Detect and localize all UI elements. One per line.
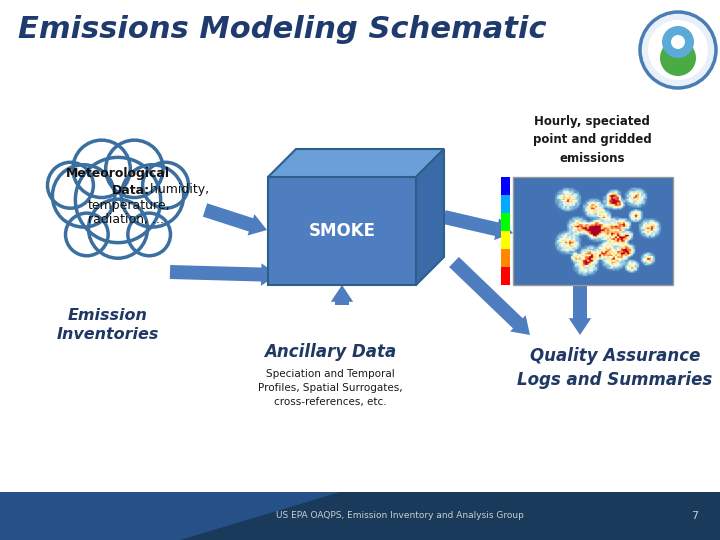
Polygon shape xyxy=(449,257,530,335)
Polygon shape xyxy=(203,204,267,235)
Circle shape xyxy=(76,157,161,242)
Bar xyxy=(501,267,510,285)
Bar xyxy=(501,213,510,231)
Text: temperature,: temperature, xyxy=(88,199,171,212)
Circle shape xyxy=(106,140,163,198)
Bar xyxy=(513,177,673,285)
Bar xyxy=(501,249,510,267)
Polygon shape xyxy=(0,492,720,540)
Text: Meteorological: Meteorological xyxy=(66,167,170,180)
Circle shape xyxy=(640,12,716,88)
Circle shape xyxy=(662,26,694,58)
Text: Emission
Inventories: Emission Inventories xyxy=(57,308,159,342)
Bar xyxy=(501,195,510,213)
Bar xyxy=(501,231,510,249)
Polygon shape xyxy=(268,149,444,177)
Circle shape xyxy=(121,165,184,227)
Text: radiation, ...: radiation, ... xyxy=(88,213,164,226)
Polygon shape xyxy=(170,264,278,286)
Text: Hourly, speciated
point and gridded
emissions: Hourly, speciated point and gridded emis… xyxy=(533,116,652,165)
Polygon shape xyxy=(268,177,416,285)
Circle shape xyxy=(73,140,130,198)
Text: Data:: Data: xyxy=(112,184,150,197)
Text: Emissions Modeling Schematic: Emissions Modeling Schematic xyxy=(18,16,546,44)
Circle shape xyxy=(660,40,696,76)
Circle shape xyxy=(671,35,685,49)
Circle shape xyxy=(53,165,114,227)
Text: Ancillary Data: Ancillary Data xyxy=(264,343,396,361)
Circle shape xyxy=(648,20,708,80)
Text: 7: 7 xyxy=(691,511,698,521)
Text: Speciation and Temporal
Profiles, Spatial Surrogates,
cross-references, etc.: Speciation and Temporal Profiles, Spatia… xyxy=(258,369,402,407)
Text: SMOKE: SMOKE xyxy=(308,222,376,240)
Circle shape xyxy=(143,163,189,208)
Circle shape xyxy=(128,213,171,256)
Circle shape xyxy=(66,213,108,256)
Polygon shape xyxy=(442,210,513,240)
Text: humidity,: humidity, xyxy=(146,184,209,197)
Polygon shape xyxy=(569,285,591,335)
Text: US EPA OAQPS, Emission Inventory and Analysis Group: US EPA OAQPS, Emission Inventory and Ana… xyxy=(276,511,524,521)
Polygon shape xyxy=(0,492,340,540)
Polygon shape xyxy=(416,149,444,285)
Circle shape xyxy=(89,199,148,258)
Text: Quality Assurance
Logs and Summaries: Quality Assurance Logs and Summaries xyxy=(518,347,713,389)
Bar xyxy=(501,177,510,195)
Circle shape xyxy=(48,163,94,208)
Polygon shape xyxy=(330,285,354,305)
